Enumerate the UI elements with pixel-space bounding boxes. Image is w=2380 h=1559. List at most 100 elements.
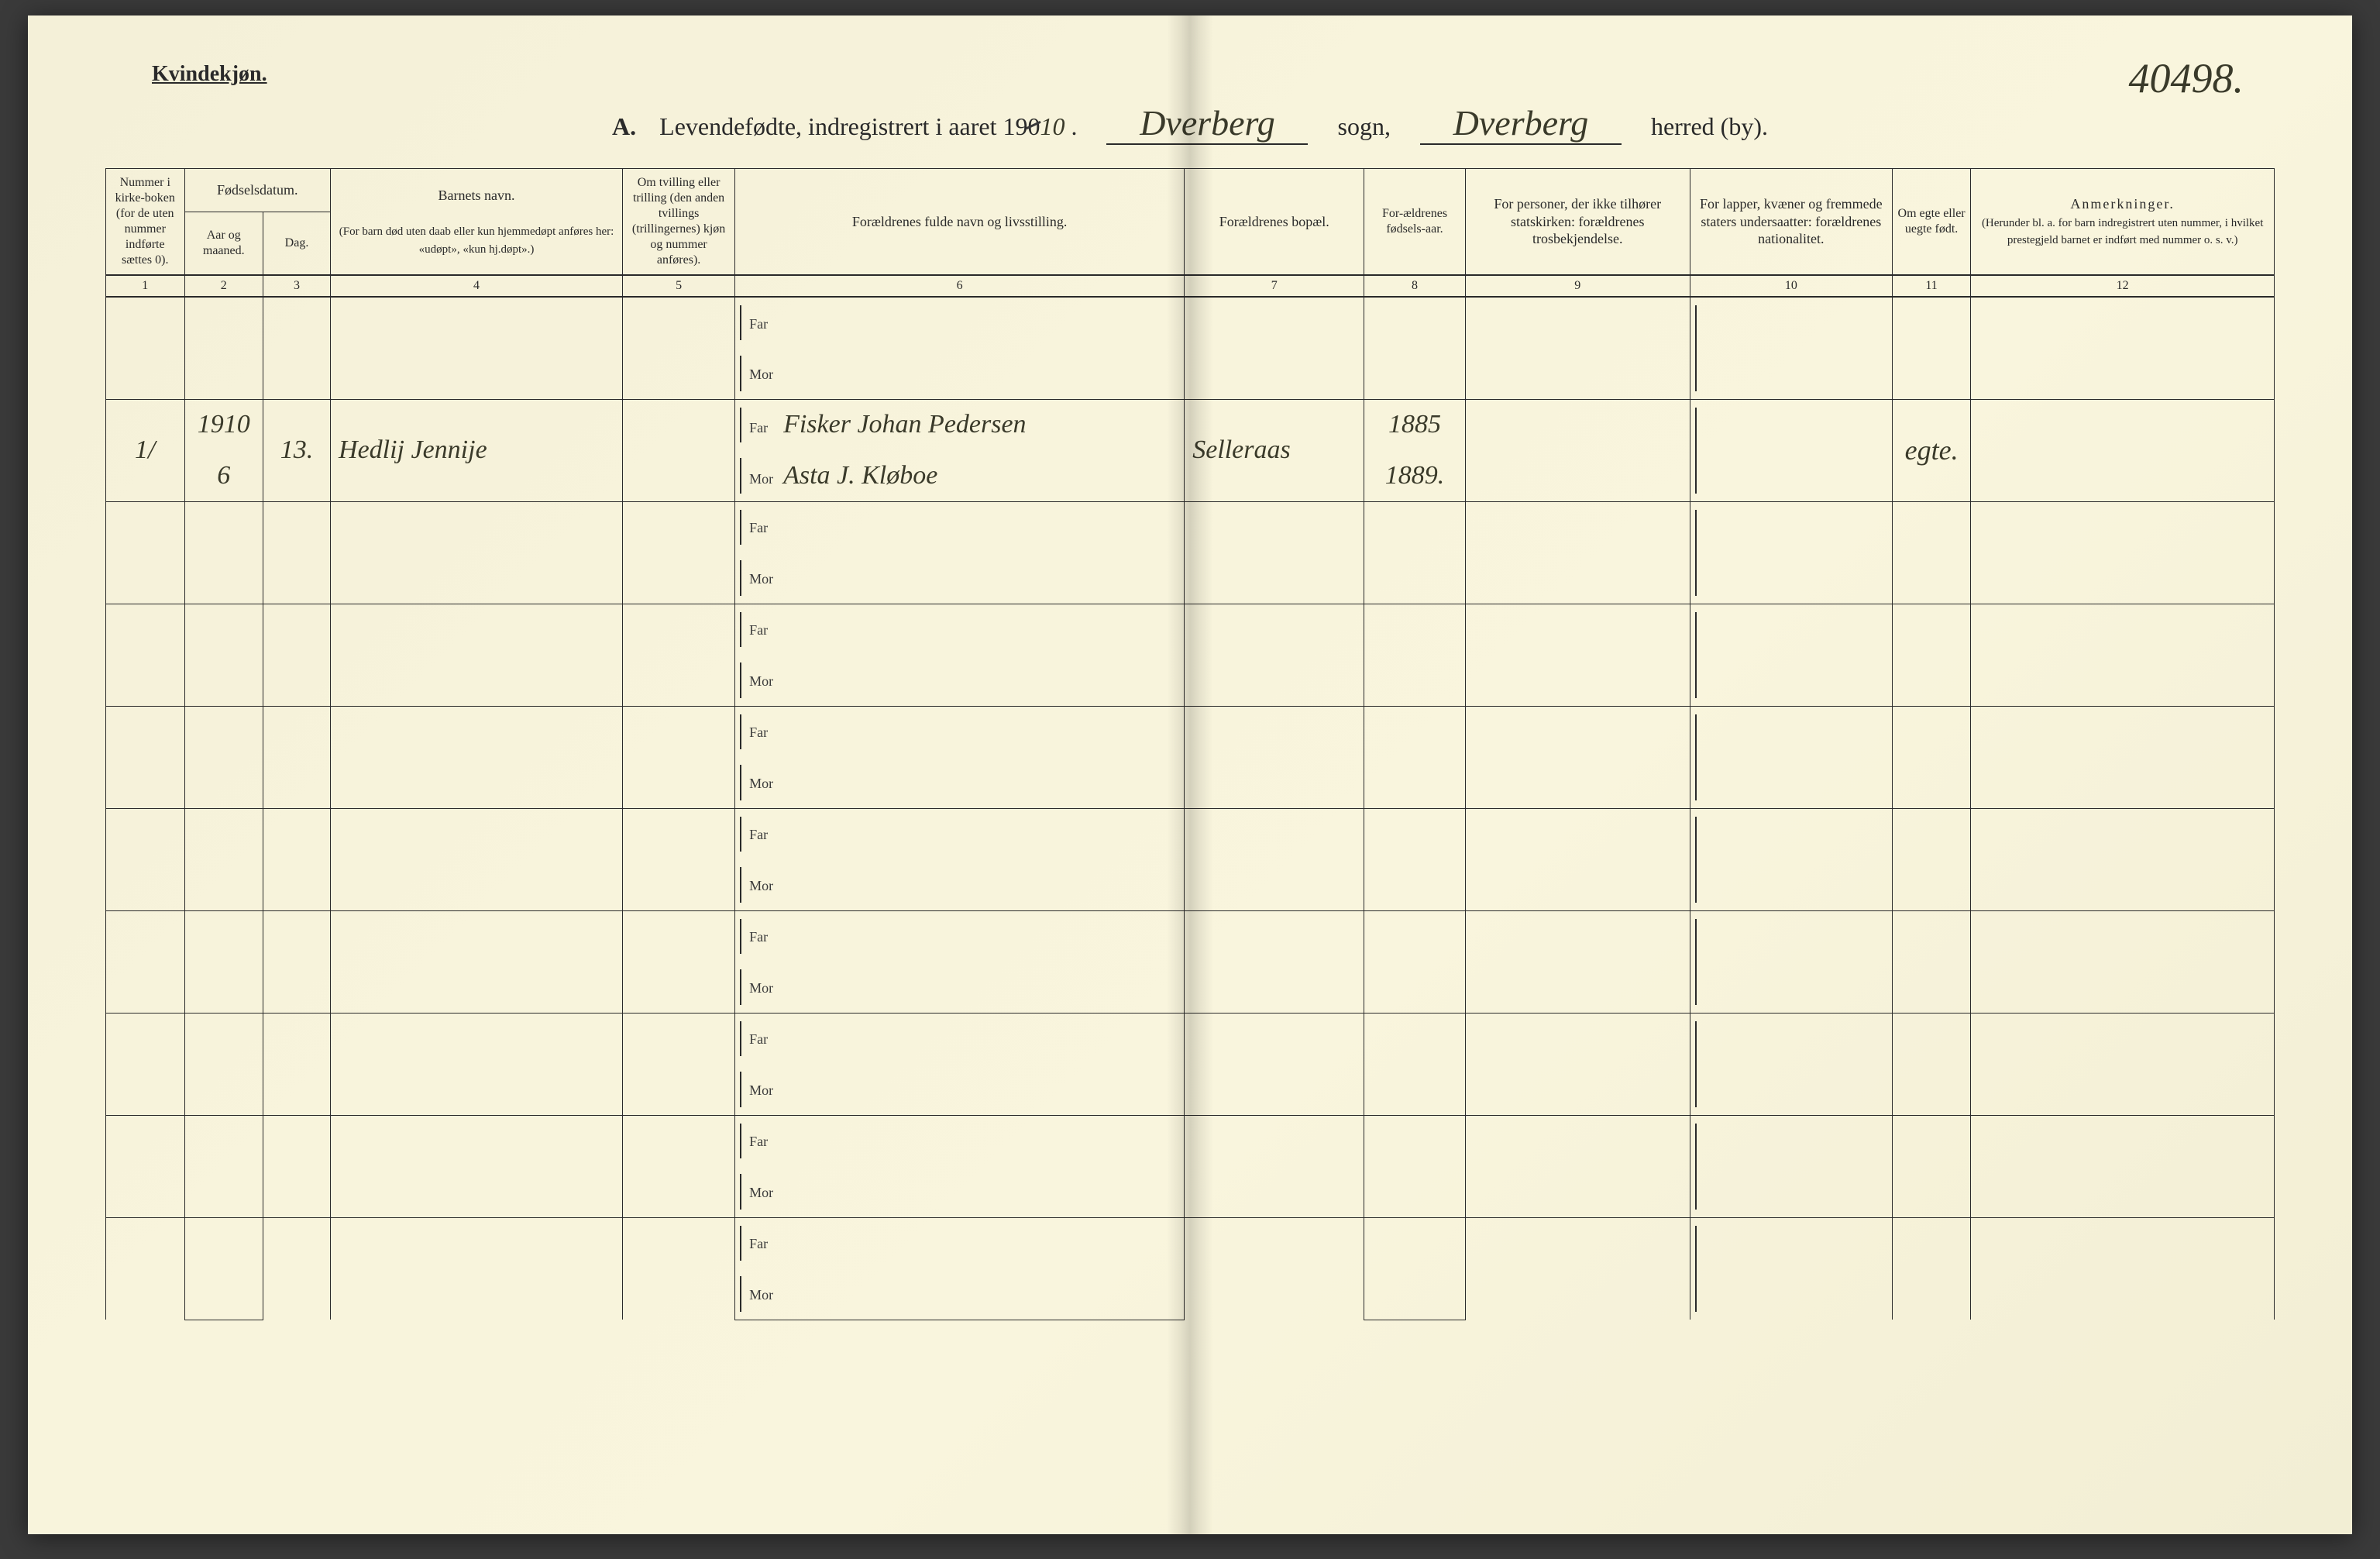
col-header-2-group: Fødselsdatum.: [184, 169, 331, 212]
cell-mother: MorAsta J. Kløboe: [735, 450, 1185, 501]
cell-mother: Mor: [735, 1268, 1185, 1320]
cell-num: [106, 1217, 185, 1320]
cell-confession: [1465, 604, 1690, 706]
cell-residence: [1185, 1217, 1364, 1320]
cell-legitimacy: [1892, 808, 1971, 910]
cell-father-birthyear: [1364, 1217, 1466, 1268]
cell-year: [184, 501, 263, 552]
cell-child-name: [331, 1115, 623, 1217]
cell-day: 13.: [263, 399, 331, 501]
cell-father-birthyear: [1364, 1013, 1466, 1064]
cell-nationality: [1690, 706, 1892, 808]
cell-day: [263, 1217, 331, 1320]
cell-day: [263, 297, 331, 399]
cell-num: [106, 910, 185, 1013]
cell-remarks: [1971, 706, 2275, 808]
cell-child-name: [331, 1013, 623, 1115]
cell-twin: [623, 1115, 735, 1217]
cell-confession: [1465, 706, 1690, 808]
cell-num: [106, 297, 185, 399]
cell-legitimacy: [1892, 297, 1971, 399]
cell-nationality: [1690, 297, 1892, 399]
cell-residence: Selleraas: [1185, 399, 1364, 501]
cell-day: [263, 1013, 331, 1115]
table-row: Far: [106, 1217, 2275, 1268]
col-header-11: Om egte eller uegte født.: [1892, 169, 1971, 276]
cell-residence: [1185, 604, 1364, 706]
cell-father-birthyear: [1364, 910, 1466, 962]
cell-remarks: [1971, 604, 2275, 706]
cell-father-birthyear: [1364, 297, 1466, 348]
cell-twin: [623, 604, 735, 706]
cell-mother-birthyear: [1364, 962, 1466, 1013]
year-handwritten: 10: [1040, 112, 1064, 141]
cell-num: [106, 808, 185, 910]
cell-confession: [1465, 1013, 1690, 1115]
cell-father: Far: [735, 910, 1185, 962]
cell-year: [184, 1013, 263, 1064]
table-row: Far: [106, 1013, 2275, 1064]
cell-month: [184, 552, 263, 604]
cell-legitimacy: [1892, 706, 1971, 808]
colnum: 11: [1892, 275, 1971, 297]
col-header-12: Anmerkninger. (Herunder bl. a. for barn …: [1971, 169, 2275, 276]
table-row: 1/191013.Hedlij JennijeFarFisker Johan P…: [106, 399, 2275, 450]
herred-value: Dverberg: [1420, 102, 1622, 145]
cell-mother-birthyear: [1364, 552, 1466, 604]
table-row: Far: [106, 808, 2275, 859]
col-header-6: Forældrenes fulde navn og livsstilling.: [735, 169, 1185, 276]
cell-confession: [1465, 1115, 1690, 1217]
colnum: 7: [1185, 275, 1364, 297]
cell-father-birthyear: [1364, 706, 1466, 757]
cell-legitimacy: [1892, 1013, 1971, 1115]
cell-mother-birthyear: 1889.: [1364, 450, 1466, 501]
cell-year: [184, 1115, 263, 1166]
cell-year: 1910: [184, 399, 263, 450]
cell-twin: [623, 910, 735, 1013]
cell-remarks: [1971, 1115, 2275, 1217]
cell-month: [184, 1064, 263, 1115]
cell-confession: [1465, 808, 1690, 910]
cell-twin: [623, 297, 735, 399]
cell-nationality: [1690, 1013, 1892, 1115]
col-header-10: For lapper, kvæner og fremmede staters u…: [1690, 169, 1892, 276]
cell-residence: [1185, 1013, 1364, 1115]
cell-year: [184, 910, 263, 962]
col-header-9: For personer, der ikke tilhører statskir…: [1465, 169, 1690, 276]
col-header-2a: Aar og maaned.: [184, 212, 263, 276]
cell-day: [263, 501, 331, 604]
colnum: 6: [735, 275, 1185, 297]
cell-num: [106, 706, 185, 808]
cell-father-birthyear: [1364, 501, 1466, 552]
cell-year: [184, 297, 263, 348]
cell-remarks: [1971, 808, 2275, 910]
cell-legitimacy: [1892, 1217, 1971, 1320]
cell-mother: Mor: [735, 859, 1185, 910]
colnum: 12: [1971, 275, 2275, 297]
cell-father-birthyear: [1364, 604, 1466, 655]
col-header-1: Nummer i kirke-boken (for de uten nummer…: [106, 169, 185, 276]
cell-residence: [1185, 1115, 1364, 1217]
cell-residence: [1185, 910, 1364, 1013]
col-header-8: For-ældrenes fødsels-aar.: [1364, 169, 1466, 276]
cell-twin: [623, 1217, 735, 1320]
cell-confession: [1465, 1217, 1690, 1320]
cell-num: [106, 1013, 185, 1115]
cell-nationality: [1690, 501, 1892, 604]
col-header-4: Barnets navn. (For barn død uten daab el…: [331, 169, 623, 276]
cell-child-name: [331, 808, 623, 910]
cell-year: [184, 706, 263, 757]
cell-confession: [1465, 910, 1690, 1013]
cell-father: Far: [735, 604, 1185, 655]
cell-residence: [1185, 501, 1364, 604]
cell-nationality: [1690, 1217, 1892, 1320]
cell-day: [263, 808, 331, 910]
cell-month: [184, 1268, 263, 1320]
cell-mother-birthyear: [1364, 348, 1466, 399]
cell-residence: [1185, 297, 1364, 399]
herred-label: herred (by).: [1651, 112, 1768, 141]
cell-confession: [1465, 501, 1690, 604]
cell-nationality: [1690, 399, 1892, 501]
cell-mother-birthyear: [1364, 757, 1466, 808]
cell-mother-birthyear: [1364, 655, 1466, 706]
